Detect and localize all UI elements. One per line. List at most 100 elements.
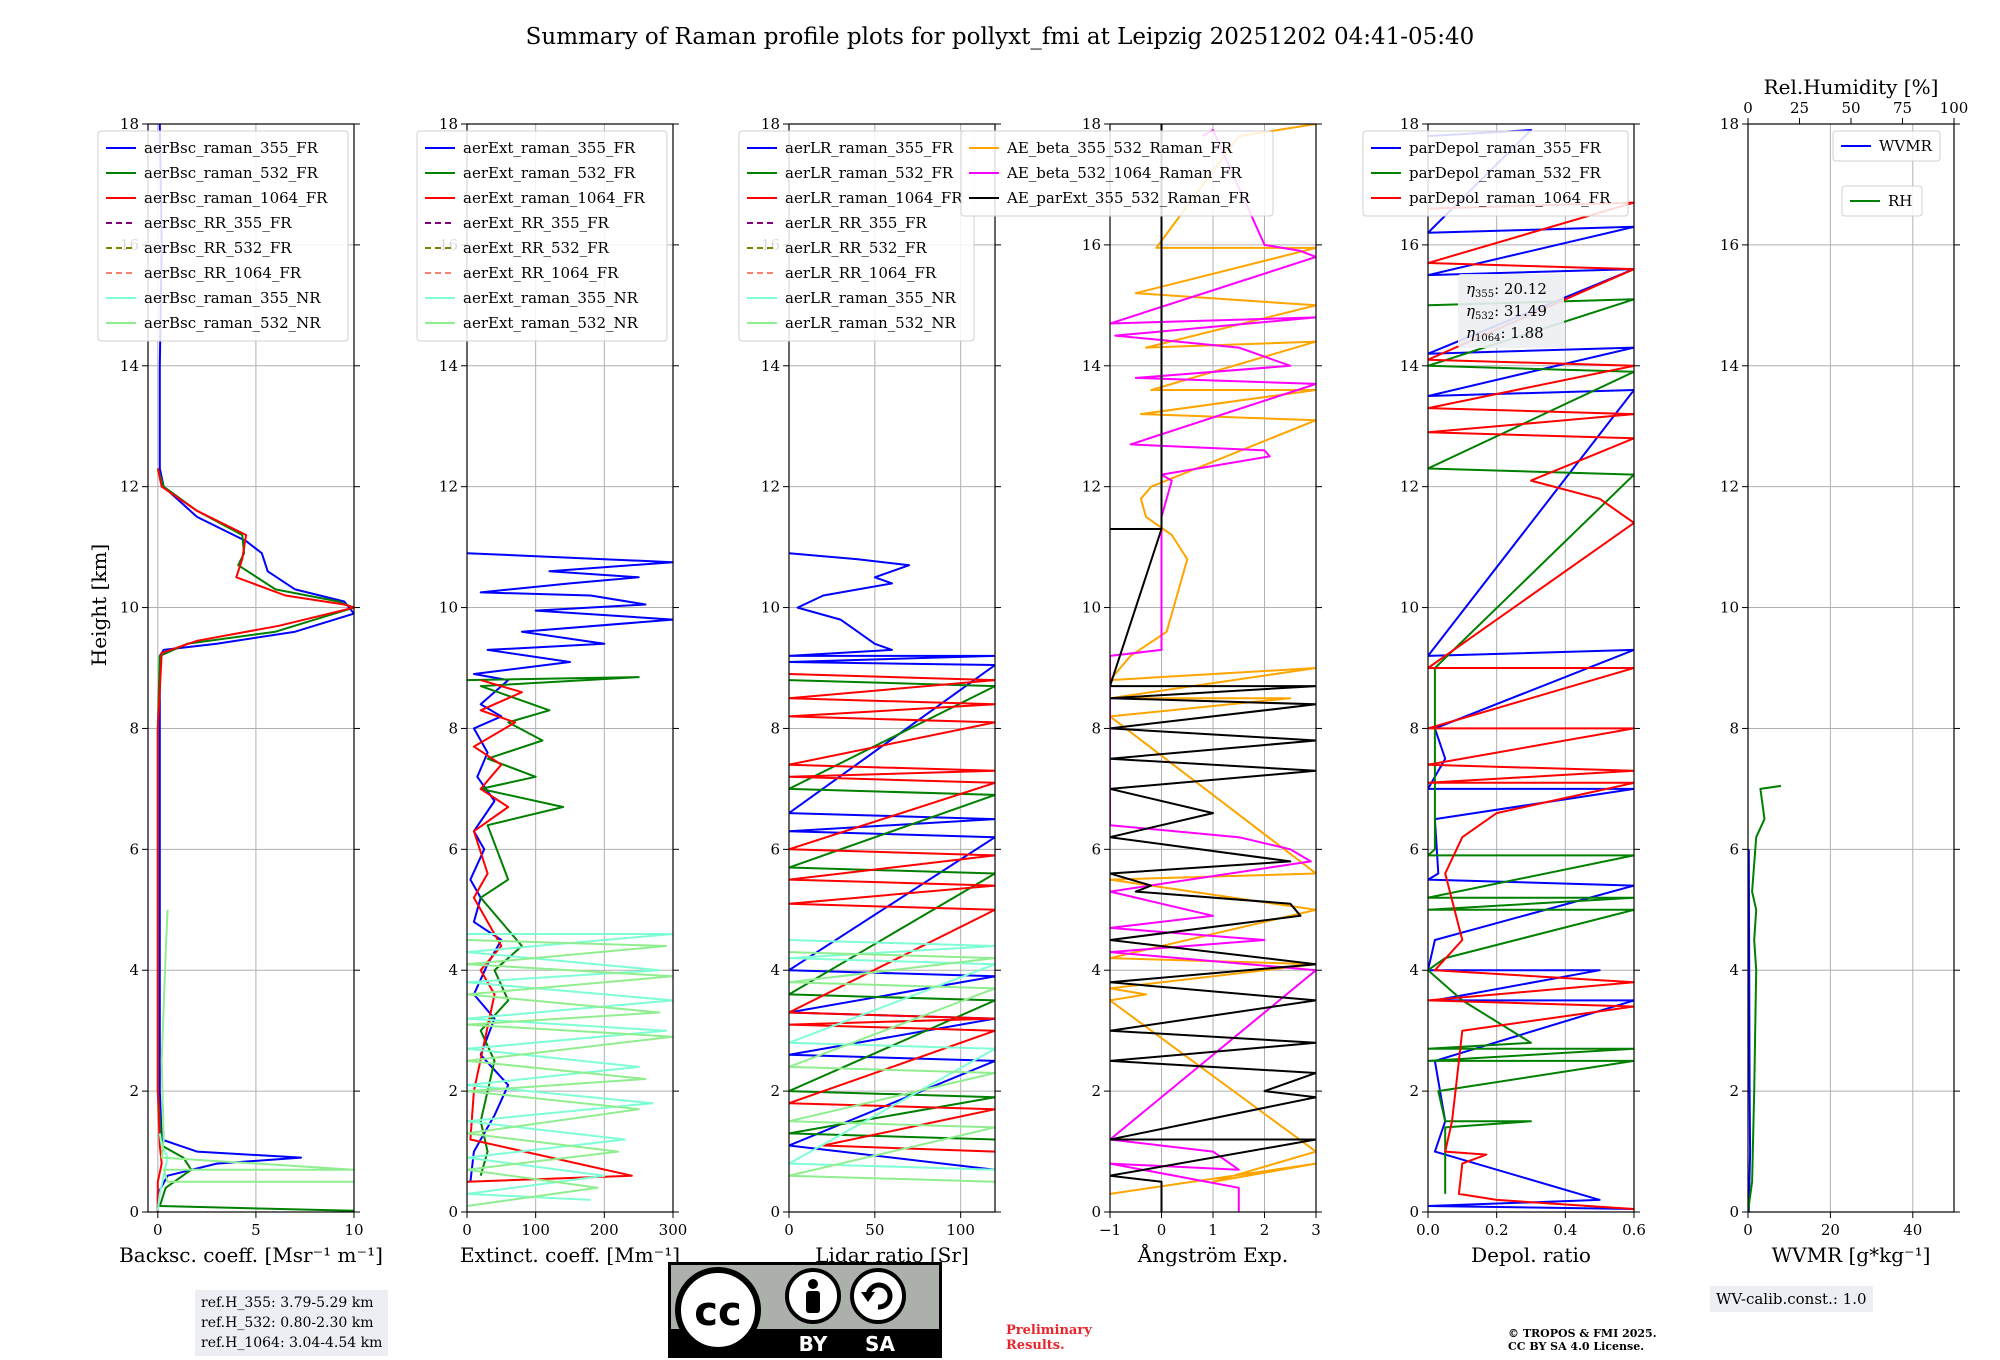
y-tick-label: 4 [448, 961, 458, 979]
cc-by-sa-badge: cc BY SA [668, 1262, 942, 1358]
eta-symbol: η [1466, 324, 1475, 342]
legend: aerLR_raman_355_FR aerLR_raman_532_FR aerL… [738, 130, 975, 342]
series-group [1748, 784, 1782, 1212]
y-tick-label: 16 [1082, 236, 1101, 254]
y-tick-label: 2 [448, 1082, 458, 1100]
legend-label: aerBsc_raman_355_FR [144, 139, 319, 157]
y-tick-label: 12 [120, 478, 139, 496]
legend-label: aerLR_raman_1064_FR [785, 189, 963, 207]
top-x-tick-label: 75 [1893, 99, 1912, 117]
y-tick-label: 10 [1082, 599, 1101, 617]
y-tick-label: 18 [1400, 115, 1419, 133]
axes-frame [788, 123, 996, 1213]
x-axis-label: Depol. ratio [1471, 1243, 1591, 1267]
y-tick-label: 14 [439, 357, 458, 375]
eta-value-532: η532: 31.49 [1466, 302, 1547, 322]
series-group [1110, 124, 1316, 1212]
legend-label: aerLR_raman_532_NR [785, 314, 956, 332]
y-tick-label: 0 [1729, 1203, 1739, 1221]
y-tick-label: 8 [448, 719, 458, 737]
x-tick-label: 0 [784, 1221, 794, 1239]
legend-label: aerExt_RR_1064_FR [463, 264, 619, 282]
preliminary-line-1: Preliminary [1006, 1323, 1092, 1338]
y-tick-label: 6 [1729, 840, 1739, 858]
axes-frame [466, 123, 674, 1213]
x-axis-label: Extinct. coeff. [Mm⁻¹] [460, 1243, 680, 1267]
y-tick-label: 14 [1400, 357, 1419, 375]
legend-label: aerExt_raman_355_FR [463, 139, 636, 157]
y-tick-label: 0 [448, 1203, 458, 1221]
legend: AE_beta_355_532_Raman_FR AE_beta_532_1064… [960, 130, 1274, 217]
legend-label: aerBsc_RR_355_FR [144, 214, 292, 232]
series-line [156, 1133, 169, 1211]
legend-box [960, 130, 1274, 217]
legend-label: aerLR_raman_532_FR [785, 164, 954, 182]
copyright-line-1: © TROPOS & FMI 2025. [1508, 1327, 1657, 1340]
legend: aerExt_raman_355_FR aerExt_raman_532_FRae… [416, 130, 668, 342]
eta-value-355: η355: 20.12 [1466, 280, 1547, 300]
legend-label: RH [1888, 192, 1912, 210]
y-tick-label: 6 [129, 840, 139, 858]
legend-label: AE_beta_355_532_Raman_FR [1006, 139, 1233, 157]
x-tick-label: 1 [1208, 1221, 1218, 1239]
y-tick-label: 2 [770, 1082, 780, 1100]
x-tick-label: 50 [865, 1221, 884, 1239]
legend-label: aerExt_raman_532_NR [463, 314, 639, 332]
legend-label: aerLR_RR_355_FR [785, 214, 927, 232]
y-tick-label: 12 [761, 478, 780, 496]
ref-height-355: ref.H_355: 3.79-5.29 km [201, 1295, 374, 1311]
x-tick-label: 2 [1260, 1221, 1270, 1239]
eta-box-bg [1458, 274, 1564, 348]
y-tick-label: 6 [448, 840, 458, 858]
eta-symbol: η [1466, 302, 1475, 320]
series-line [1428, 201, 1634, 1210]
axes-frame [1427, 123, 1635, 1213]
y-tick-label: 2 [1091, 1082, 1101, 1100]
legend-label: aerExt_raman_1064_FR [463, 189, 645, 207]
legend-label: aerLR_RR_1064_FR [785, 264, 937, 282]
y-tick-label: 18 [761, 115, 780, 133]
y-tick-label: 14 [1720, 357, 1739, 375]
cc-logo-icon [675, 1267, 761, 1353]
reference-heights-box: ref.H_355: 3.79-5.29 km ref.H_532: 0.80-… [195, 1290, 389, 1356]
eta-number: : 1.88 [1500, 324, 1543, 342]
y-tick-label: 16 [1400, 236, 1419, 254]
x-tick-label: 200 [590, 1221, 619, 1239]
y-tick-label: 8 [1409, 719, 1419, 737]
x-tick-label: 0.0 [1416, 1221, 1440, 1239]
legend-label: aerBsc_raman_355_NR [144, 289, 321, 307]
sa-share-icon [850, 1268, 906, 1324]
y-tick-label: 18 [439, 115, 458, 133]
y-tick-label: 10 [761, 599, 780, 617]
y-tick-label: 4 [1409, 961, 1419, 979]
legend-label: aerExt_RR_355_FR [463, 214, 610, 232]
y-tick-label: 12 [1082, 478, 1101, 496]
y-tick-label: 8 [1729, 719, 1739, 737]
by-person-head [808, 1279, 818, 1289]
x-tick-label: 300 [659, 1221, 688, 1239]
y-tick-label: 14 [120, 357, 139, 375]
eta-number: : 20.12 [1494, 280, 1547, 298]
preliminary-note: Preliminary Results. [1006, 1323, 1116, 1353]
legend: parDepol_raman_355_FR parDepol_raman_532_… [1362, 130, 1629, 217]
legend-label: aerBsc_RR_532_FR [144, 239, 292, 257]
y-tick-label: 2 [129, 1082, 139, 1100]
series-line [160, 909, 354, 1183]
legend-label: aerBsc_raman_1064_FR [144, 189, 328, 207]
series-group [1428, 129, 1634, 1210]
x-tick-label: 10 [344, 1221, 363, 1239]
y-tick-label: 8 [129, 719, 139, 737]
top-x-tick-label: 0 [1743, 99, 1753, 117]
legend: aerBsc_raman_355_FR aerBsc_raman_532_FRae… [97, 130, 349, 342]
series-line [1110, 124, 1316, 1195]
legend-label: AE_parExt_355_532_Raman_FR [1006, 189, 1251, 207]
y-tick-label: 6 [1091, 840, 1101, 858]
panel-extinction: 0246810121416180100200300Extinct. coeff.… [416, 115, 688, 1267]
series-line [789, 673, 995, 1153]
series-group [467, 552, 673, 1207]
legend-label: parDepol_raman_355_FR [1409, 139, 1602, 157]
legend-label: aerBsc_raman_532_NR [144, 314, 321, 332]
legend: WVMR RH [1832, 130, 1941, 217]
eta-subscript: 532 [1475, 311, 1494, 322]
y-tick-label: 0 [770, 1203, 780, 1221]
